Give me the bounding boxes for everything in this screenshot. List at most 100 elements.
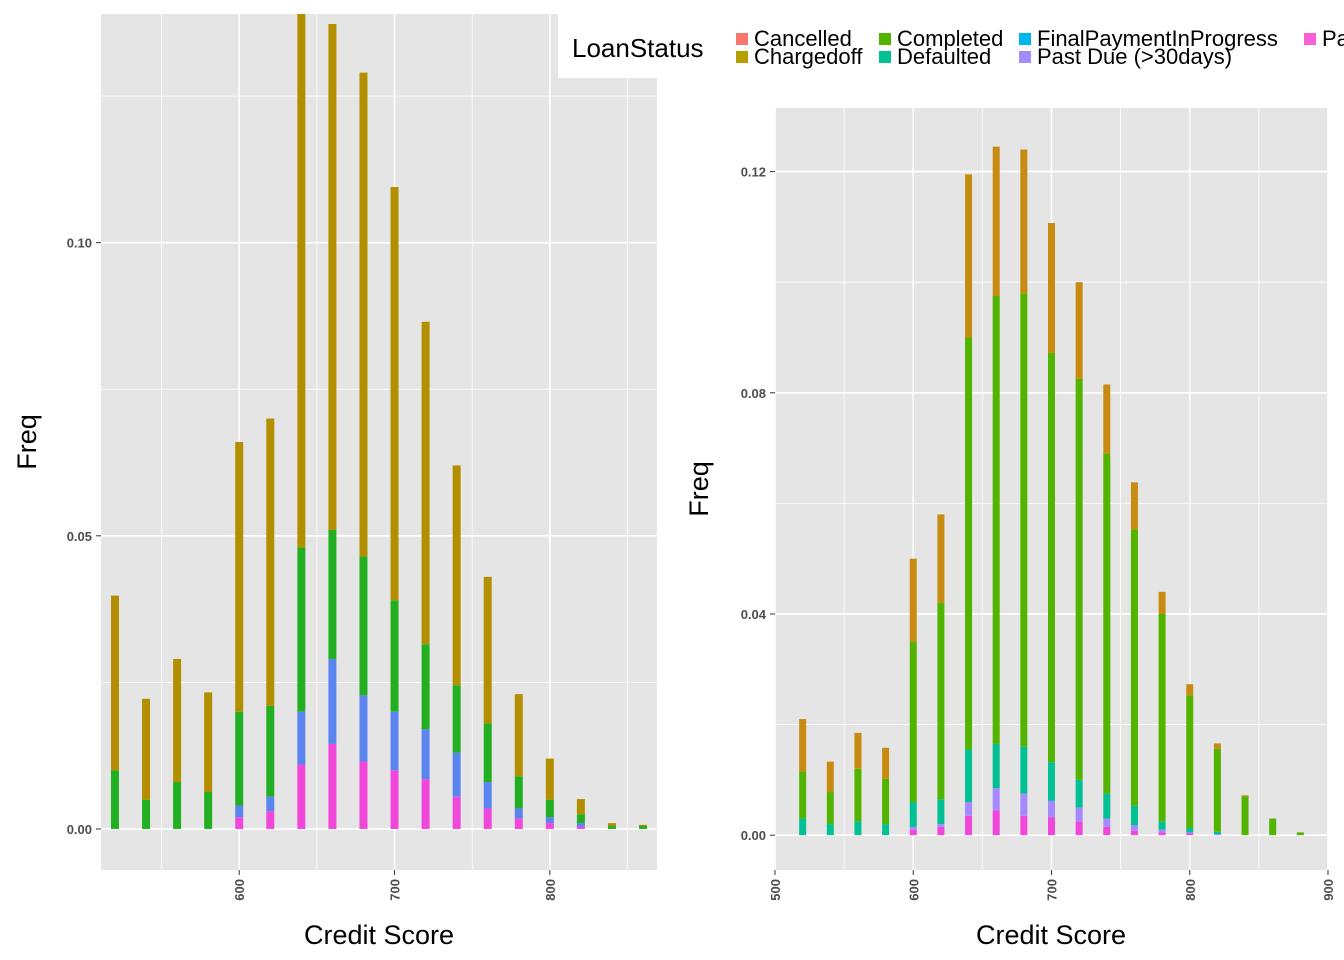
bar-segment [1130, 482, 1138, 530]
bar-segment [909, 829, 917, 836]
left-chart: 600 700 800 0.00 0.05 0.10 Credit Score Freq [12, 14, 657, 950]
bar-segment [937, 799, 945, 825]
right-chart: 500 600 700 800 900 0.00 0.04 0.08 0.12 Credit … [684, 108, 1336, 950]
bar-segment [992, 146, 1000, 297]
bar-segment [1186, 832, 1194, 834]
bar-segment [390, 711, 399, 771]
bar-segment [826, 824, 834, 836]
bar-segment [1241, 796, 1249, 836]
bar-segment [909, 558, 917, 642]
bar-segment [421, 729, 430, 780]
bar-segment [576, 823, 585, 827]
bar-segment [359, 695, 368, 762]
bar-segment [173, 658, 182, 783]
bar-segment [1186, 833, 1194, 836]
y-tick-label: 0.04 [741, 607, 767, 622]
bar-segment [1103, 453, 1111, 794]
bar-segment [909, 826, 917, 830]
bar-segment [1130, 529, 1138, 806]
bar-segment [854, 821, 862, 836]
bar-segment [1048, 352, 1055, 763]
x-tick-label: 700 [1045, 879, 1060, 901]
right-bars [799, 146, 1304, 836]
bar-segment [483, 723, 492, 783]
bar-segment [390, 600, 399, 712]
bar-segment [545, 823, 554, 829]
bar-segment [421, 321, 430, 645]
bar-segment [1158, 832, 1166, 836]
bar-segment [882, 824, 890, 836]
bar-segment [1241, 795, 1249, 797]
bar-segment [1075, 779, 1083, 808]
bar-segment [1020, 746, 1028, 794]
bar-segment [909, 801, 917, 827]
bar-segment [1048, 762, 1055, 801]
bar-segment [545, 799, 554, 818]
bar-segment [1213, 748, 1221, 832]
bar-segment [1130, 830, 1138, 836]
bar-segment [1213, 831, 1221, 835]
bar-segment [854, 768, 862, 822]
bar-segment [1103, 826, 1111, 836]
bar-segment [514, 694, 523, 777]
legend-swatch [736, 51, 748, 63]
bar-segment [607, 826, 616, 829]
bar-segment [266, 705, 275, 797]
bar-segment [882, 747, 890, 779]
bar-segment [826, 761, 834, 793]
left-bars [110, 14, 648, 829]
right-x-ticks: 500 600 700 800 900 [768, 870, 1336, 901]
bar-segment [1103, 384, 1111, 454]
bar-segment [1213, 743, 1221, 749]
legend-swatch [1019, 51, 1031, 63]
bar-segment [297, 711, 306, 765]
legend-swatch [1019, 33, 1031, 45]
bar-segment [576, 826, 585, 829]
left-y-axis-title: Freq [12, 414, 42, 470]
y-tick-label: 0.10 [67, 236, 92, 251]
bar-segment [452, 752, 461, 797]
legend-swatch [879, 51, 891, 63]
legend-label: Chargedoff [754, 44, 863, 69]
bar-segment [266, 418, 275, 706]
legend-swatch [736, 33, 748, 45]
legend-background [558, 14, 1344, 78]
bar-segment [1296, 832, 1304, 836]
bar-segment [421, 779, 430, 829]
legend-label: Pa [1322, 26, 1344, 51]
legend-label: FinalPaymentInProgress [1037, 26, 1278, 51]
bar-segment [1048, 817, 1055, 836]
bar-segment [235, 817, 244, 829]
bar-segment [452, 685, 461, 753]
bar-segment [607, 823, 616, 827]
bar-segment [965, 174, 973, 338]
bar-segment [992, 296, 1000, 744]
bar-segment [545, 758, 554, 800]
bar-segment [359, 72, 368, 557]
bar-segment [483, 808, 492, 829]
bar-segment [142, 799, 151, 829]
left-y-ticks: 0.00 0.05 0.10 [67, 236, 101, 837]
x-tick-label: 500 [768, 879, 783, 901]
legend-label: Cancelled [754, 26, 852, 51]
y-tick-label: 0.12 [741, 165, 766, 180]
bar-segment [483, 576, 492, 724]
bar-segment [390, 770, 399, 829]
bar-segment [110, 770, 119, 829]
x-tick-label: 600 [906, 879, 921, 901]
bar-segment [483, 782, 492, 809]
bar-segment [297, 14, 306, 548]
bar-segment [576, 799, 585, 815]
bar-segment [992, 743, 1000, 789]
bar-segment [235, 711, 244, 806]
bar-segment [1020, 815, 1028, 836]
bar-segment [173, 782, 182, 829]
bar-segment [1075, 807, 1083, 822]
bar-segment [1213, 834, 1221, 836]
bar-segment [390, 186, 399, 601]
y-tick-label: 0.00 [741, 828, 766, 843]
bar-segment [514, 776, 523, 809]
bar-segment [826, 792, 834, 825]
bar-segment [359, 556, 368, 696]
bar-segment [1130, 825, 1138, 831]
